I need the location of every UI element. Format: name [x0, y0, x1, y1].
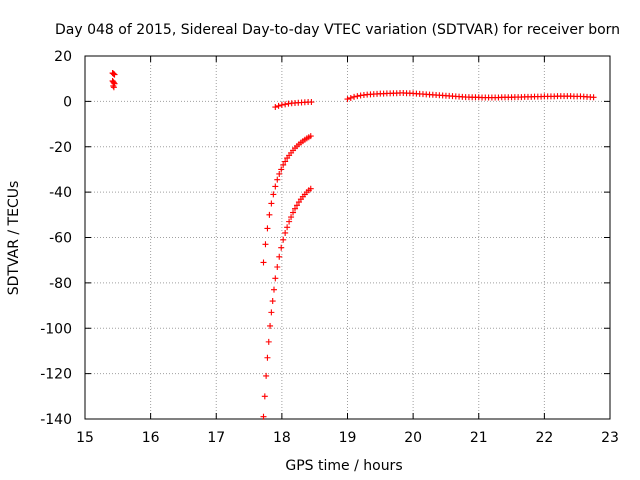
data-point — [110, 84, 117, 91]
x-tick-label: 21 — [470, 430, 488, 446]
y-tick-label: -60 — [49, 231, 72, 247]
data-point — [264, 354, 271, 361]
data-point — [282, 101, 289, 108]
data-point — [275, 102, 282, 109]
y-tick-label: 20 — [54, 49, 72, 65]
x-tick-label: 20 — [404, 430, 422, 446]
x-tick-label: 18 — [273, 430, 291, 446]
y-tick-label: 0 — [63, 94, 72, 110]
data-point — [270, 191, 277, 198]
data-point — [590, 94, 597, 101]
data-point — [307, 133, 314, 140]
data-point — [260, 259, 267, 266]
data-point — [272, 275, 279, 282]
data-point — [286, 218, 293, 225]
data-point — [280, 161, 287, 168]
data-point — [272, 183, 279, 190]
grid — [85, 56, 610, 419]
data-point — [278, 244, 285, 251]
data-point — [267, 322, 274, 329]
data-point — [293, 202, 300, 209]
y-axis-label: SDTVAR / TECUs — [6, 181, 22, 296]
data-point — [268, 309, 275, 316]
x-tick-label: 19 — [339, 430, 357, 446]
data-point — [264, 225, 271, 232]
x-axis-label: GPS time / hours — [285, 458, 402, 474]
x-tick-label: 23 — [601, 430, 619, 446]
x-tick-label: 17 — [207, 430, 225, 446]
y-tick-label: -120 — [40, 367, 72, 383]
series-near-zero-17.9h — [272, 99, 315, 111]
data-point — [269, 298, 276, 305]
data-point — [276, 170, 283, 177]
data-points — [109, 70, 597, 420]
data-point — [292, 205, 298, 212]
data-point — [268, 200, 275, 207]
y-tick-labels: -140 -120 -100 -80 -60 -40 -20 0 20 — [40, 49, 72, 428]
axis-ticks — [84, 55, 611, 420]
data-point — [276, 253, 283, 260]
data-point — [262, 241, 269, 248]
series-rising-arc-upper — [260, 133, 314, 266]
data-point — [290, 209, 297, 216]
series-rising-arc-lower — [260, 185, 314, 420]
x-tick-label: 16 — [142, 430, 160, 446]
data-point — [282, 158, 289, 165]
data-point — [274, 176, 281, 183]
data-point — [280, 236, 287, 243]
data-point — [351, 93, 358, 100]
y-tick-label: -140 — [40, 412, 72, 428]
data-point — [282, 229, 289, 236]
data-point — [278, 166, 285, 173]
data-point — [284, 224, 291, 231]
data-point — [354, 93, 361, 100]
data-point — [307, 185, 314, 192]
data-point — [308, 99, 315, 106]
chart-title: Day 048 of 2015, Sidereal Day-to-day VTE… — [55, 22, 620, 38]
y-tick-label: -40 — [49, 185, 72, 201]
data-point — [344, 96, 351, 103]
data-point — [266, 211, 273, 218]
data-point — [261, 393, 268, 400]
y-tick-label: -20 — [49, 140, 72, 156]
data-point — [265, 338, 272, 345]
y-tick-label: -80 — [49, 276, 72, 292]
data-point — [288, 214, 295, 221]
x-tick-labels: 15 16 17 18 19 20 21 22 23 — [76, 430, 619, 446]
data-point — [271, 286, 277, 293]
data-point — [260, 413, 267, 420]
series-cluster-15.4h — [109, 70, 118, 91]
data-point — [263, 372, 270, 379]
data-point — [278, 102, 285, 109]
series-band-19-23h — [344, 89, 597, 103]
x-tick-label: 22 — [535, 430, 553, 446]
y-tick-label: -100 — [40, 321, 72, 337]
data-point — [347, 94, 354, 101]
data-point — [274, 263, 281, 270]
data-point — [272, 104, 279, 111]
data-point — [110, 70, 117, 77]
x-tick-label: 15 — [76, 430, 94, 446]
data-point — [111, 71, 118, 78]
data-point — [110, 82, 117, 89]
